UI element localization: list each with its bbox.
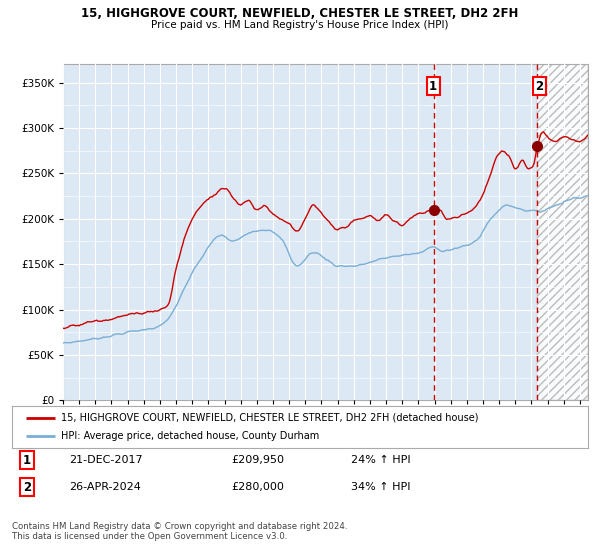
Text: 2: 2 [535,80,544,93]
Text: 24% ↑ HPI: 24% ↑ HPI [351,455,410,465]
Text: £280,000: £280,000 [231,482,284,492]
Text: £209,950: £209,950 [231,455,284,465]
Text: HPI: Average price, detached house, County Durham: HPI: Average price, detached house, Coun… [61,431,319,441]
Text: Contains HM Land Registry data © Crown copyright and database right 2024.
This d: Contains HM Land Registry data © Crown c… [12,522,347,542]
Bar [537,64,588,400]
Bar [537,64,588,400]
Text: Price paid vs. HM Land Registry's House Price Index (HPI): Price paid vs. HM Land Registry's House … [151,20,449,30]
Text: 21-DEC-2017: 21-DEC-2017 [69,455,143,465]
Text: 1: 1 [23,454,31,467]
Text: 15, HIGHGROVE COURT, NEWFIELD, CHESTER LE STREET, DH2 2FH (detached house): 15, HIGHGROVE COURT, NEWFIELD, CHESTER L… [61,413,478,423]
Text: 34% ↑ HPI: 34% ↑ HPI [351,482,410,492]
Text: 26-APR-2024: 26-APR-2024 [69,482,141,492]
Text: 1: 1 [429,80,437,93]
Text: 2: 2 [23,480,31,494]
Text: 15, HIGHGROVE COURT, NEWFIELD, CHESTER LE STREET, DH2 2FH: 15, HIGHGROVE COURT, NEWFIELD, CHESTER L… [82,7,518,20]
